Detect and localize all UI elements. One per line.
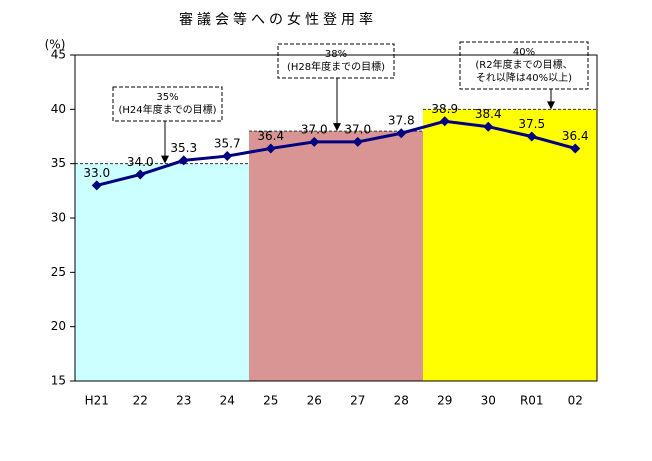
x-tick-label: 22: [133, 394, 148, 408]
data-marker: [222, 151, 233, 162]
x-tick-label: 29: [437, 394, 452, 408]
x-tick-label: 24: [220, 394, 235, 408]
value-label: 35.3: [170, 141, 197, 155]
x-tick-label: 25: [263, 394, 278, 408]
data-marker: [396, 128, 407, 139]
target-region: [249, 131, 423, 381]
data-marker: [178, 155, 189, 166]
annotation-box: [459, 41, 589, 90]
value-label: 37.0: [344, 122, 371, 136]
data-marker: [439, 116, 450, 127]
annotation-text: 35%: [156, 92, 178, 103]
x-tick-label: 26: [307, 394, 322, 408]
arrow-head: [333, 123, 341, 132]
data-marker: [135, 169, 146, 180]
x-tick-label: H21: [85, 394, 109, 408]
value-label: 38.4: [475, 107, 502, 121]
x-tick-label: R01: [520, 394, 544, 408]
y-tick-label: 15: [51, 374, 66, 388]
data-line: [96, 119, 576, 187]
y-tick-label: 40: [51, 102, 66, 116]
target-region: [423, 109, 597, 381]
arrow-head: [161, 155, 169, 164]
y-tick-label: 30: [51, 211, 66, 225]
x-tick-label: 27: [350, 394, 365, 408]
value-label: 37.8: [388, 114, 415, 128]
arrow-head: [547, 101, 555, 110]
value-label: 36.4: [562, 129, 589, 143]
value-label: 37.5: [518, 117, 545, 131]
annotation-text: (H28年度までの目標): [287, 60, 385, 73]
value-label: 33.0: [83, 166, 110, 180]
value-label: 36.4: [257, 129, 284, 143]
data-marker: [570, 143, 581, 154]
value-label: 37.0: [301, 122, 328, 136]
annotation-text: それ以降は40%以上): [476, 71, 572, 84]
x-tick-label: 28: [394, 394, 409, 408]
y-tick-label: 45: [51, 48, 66, 62]
data-marker: [526, 131, 537, 142]
annotation-text: (R2年度までの目標、: [475, 58, 572, 71]
chart-title: 審議会等への女性登用率: [179, 11, 377, 28]
target-region: [75, 163, 249, 381]
annotation-box: [277, 43, 395, 79]
value-label: 35.7: [214, 137, 241, 151]
value-label: 34.0: [127, 155, 154, 169]
data-marker: [309, 136, 320, 147]
y-tick-label: 25: [51, 265, 66, 279]
y-axis-label: (%): [45, 38, 66, 52]
value-label: 38.9: [431, 102, 458, 116]
y-tick-label: 20: [51, 319, 66, 333]
annotation-box: [112, 86, 223, 122]
data-marker: [352, 136, 363, 147]
y-tick-label: 35: [51, 156, 66, 170]
annotation-text: (H24年度までの目標): [118, 103, 216, 116]
data-marker: [265, 143, 276, 154]
data-marker: [483, 121, 494, 132]
x-tick-label: 30: [481, 394, 496, 408]
x-tick-label: 02: [568, 394, 583, 408]
annotation-text: 40%: [513, 47, 535, 58]
data-marker: [91, 180, 102, 191]
x-tick-label: 23: [176, 394, 191, 408]
